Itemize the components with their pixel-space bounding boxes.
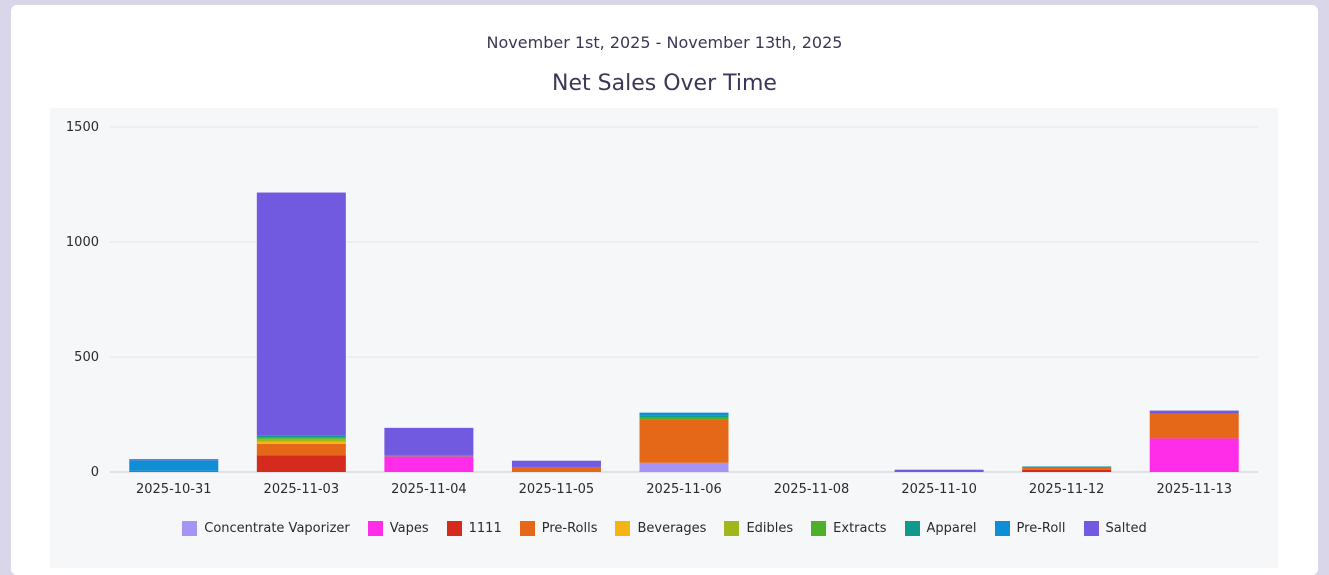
bar-segment: [639, 412, 729, 416]
bar-segment: [639, 417, 729, 420]
bar-segment: [256, 438, 346, 442]
legend-label: Pre-Roll: [1016, 521, 1066, 536]
legend-item[interactable]: Extracts: [811, 521, 887, 536]
legend-label: Salted: [1105, 521, 1147, 536]
x-tick-label: 2025-11-06: [646, 482, 722, 497]
legend-swatch: [519, 521, 535, 536]
legend-item[interactable]: Apparel: [904, 521, 977, 536]
y-tick-label: 1500: [66, 120, 99, 135]
legend-item[interactable]: Concentrate Vaporizer: [182, 521, 350, 536]
legend-swatch: [994, 521, 1010, 536]
bar-segment: [256, 192, 346, 436]
legend-swatch: [904, 521, 920, 536]
bar-segment: [1022, 467, 1112, 470]
legend-item[interactable]: 1111: [446, 521, 502, 536]
bar-segment: [1149, 438, 1239, 472]
y-tick-label: 500: [74, 350, 99, 365]
bar-segment: [256, 455, 346, 472]
legend-swatch: [811, 521, 827, 536]
legend-label: Beverages: [637, 521, 707, 536]
bar-segment: [511, 466, 601, 472]
bar-segment: [384, 427, 474, 455]
x-tick-label: 2025-10-31: [136, 482, 212, 497]
x-tick-label: 2025-11-12: [1029, 482, 1105, 497]
bar-segment: [129, 470, 219, 472]
legend-label: Extracts: [833, 521, 887, 536]
bar-segment: [639, 415, 729, 418]
bar-segment: [384, 454, 474, 457]
bar-segment: [1022, 469, 1112, 472]
legend-swatch: [1083, 521, 1099, 536]
x-tick-label: 2025-11-13: [1156, 482, 1232, 497]
y-tick-label: 0: [91, 465, 99, 480]
legend-label: Apparel: [926, 521, 977, 536]
legend-item[interactable]: Edibles: [724, 521, 793, 536]
legend-swatch: [367, 521, 383, 536]
bar-segment: [1022, 466, 1112, 468]
x-tick-label: 2025-11-05: [519, 482, 595, 497]
legend-label: Concentrate Vaporizer: [204, 521, 350, 536]
bar-segment: [894, 469, 984, 472]
bar-segment: [639, 462, 729, 472]
bar-segment: [384, 456, 474, 472]
bar-segment: [639, 419, 729, 463]
legend-label: Pre-Rolls: [541, 521, 598, 536]
date-range-label: November 1st, 2025 - November 13th, 2025: [486, 33, 843, 52]
legend-swatch: [615, 521, 631, 536]
x-tick-label: 2025-11-08: [774, 482, 850, 497]
bar-segment: [511, 460, 601, 467]
legend-swatch: [182, 521, 198, 536]
legend-item[interactable]: Vapes: [367, 521, 429, 536]
chart-legend: Concentrate Vaporizer Vapes 1111 Pre-Rolls B…: [0, 521, 1329, 536]
legend-swatch: [446, 521, 462, 536]
x-tick-label: 2025-11-10: [901, 482, 977, 497]
legend-item[interactable]: Beverages: [615, 521, 706, 536]
legend-label: Vapes: [389, 521, 429, 536]
bar-segment: [1149, 410, 1239, 414]
chart-title: Net Sales Over Time: [552, 71, 777, 96]
x-tick-label: 2025-11-04: [391, 482, 467, 497]
legend-item[interactable]: Salted: [1083, 521, 1147, 536]
x-tick-label: 2025-11-03: [264, 482, 340, 497]
chart-card: November 1st, 2025 - November 13th, 2025…: [11, 5, 1318, 575]
bar-segment: [129, 460, 219, 471]
y-tick-label: 1000: [66, 235, 99, 250]
legend-label: 1111: [468, 521, 502, 536]
legend-item[interactable]: Pre-Rolls: [519, 521, 598, 536]
bar-segment: [256, 437, 346, 439]
bar-segment: [256, 443, 346, 456]
bar-segment: [129, 459, 219, 461]
legend-item[interactable]: Pre-Roll: [994, 521, 1066, 536]
bar-segment: [1149, 413, 1239, 439]
bar-segment: [256, 435, 346, 438]
bar-segment: [256, 441, 346, 444]
legend-swatch: [724, 521, 740, 536]
plot-background: [50, 108, 1278, 568]
legend-label: Edibles: [746, 521, 794, 536]
